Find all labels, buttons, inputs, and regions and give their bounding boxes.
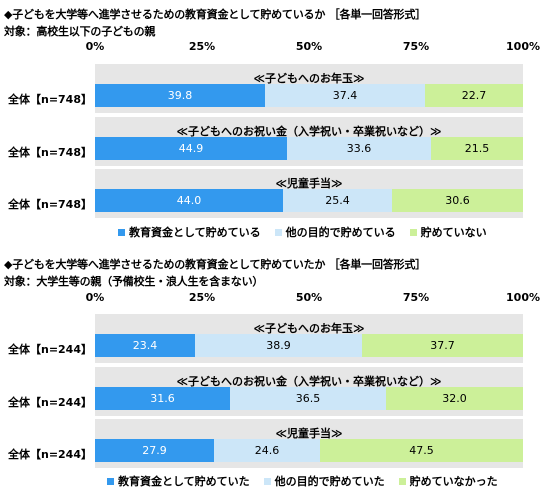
- row-panel: ≪子どもへのお年玉≫ 23.4 38.9 37.7: [95, 314, 523, 363]
- legend-item: 他の目的で貯めている: [274, 224, 396, 240]
- tick-label: 75%: [402, 291, 430, 304]
- bar-segment: 38.9: [195, 334, 362, 357]
- tick-label: 50%: [295, 291, 323, 304]
- tick-label: 25%: [188, 40, 216, 53]
- legend-swatch: [274, 228, 282, 236]
- legend-item: 貯めていない: [409, 224, 487, 240]
- bar-segment: 30.6: [392, 189, 523, 212]
- bar-segment: 39.8: [95, 84, 265, 107]
- legend-swatch: [409, 228, 417, 236]
- legend-label: 教育資金として貯めていた: [118, 475, 250, 488]
- bar-segment: 36.5: [230, 387, 386, 410]
- category-label: ≪子どもへのお祝い金（入学祝い・卒業祝いなど）≫: [176, 375, 442, 388]
- legend-item: 他の目的で貯めていた: [263, 473, 385, 489]
- chart-subtitle: 対象：大学生等の親（予備校生・浪人生を含まない）: [4, 275, 264, 288]
- legend-swatch: [107, 477, 114, 485]
- legend-label: 貯めていない: [420, 226, 487, 239]
- row-label: 全体【n=748】: [7, 198, 92, 211]
- legend-label: 他の目的で貯めている: [285, 226, 396, 239]
- legend-label: 貯めていなかった: [409, 475, 498, 488]
- legend-swatch: [118, 228, 125, 236]
- legend-label: 教育資金として貯めている: [129, 226, 261, 239]
- bar-segment: 33.6: [287, 137, 431, 160]
- legend-swatch: [398, 477, 406, 485]
- chart-title: ◆子どもを大学等へ進学させるための教育資金として貯めているか ［各単一回答形式］: [4, 8, 426, 21]
- bar-segment: 44.0: [95, 189, 283, 212]
- bar-segment: 21.5: [431, 137, 523, 160]
- tick-label: 100%: [506, 291, 540, 304]
- bar-segment: 22.7: [425, 84, 523, 107]
- row-label: 全体【n=748】: [7, 93, 92, 106]
- legend: 教育資金として貯めていた 他の目的で貯めていた 貯めていなかった: [107, 473, 512, 489]
- bar-segment: 23.4: [95, 334, 195, 357]
- tick-label: 75%: [402, 40, 430, 53]
- bar-segment: 27.9: [95, 439, 214, 462]
- row-panel: ≪児童手当≫ 44.0 25.4 30.6: [95, 169, 523, 218]
- category-label: ≪児童手当≫: [275, 177, 343, 190]
- tick-label: 0%: [85, 40, 105, 53]
- row-panel: ≪子どもへのお祝い金（入学祝い・卒業祝いなど）≫ 44.9 33.6 21.5: [95, 117, 523, 166]
- tick-label: 100%: [506, 40, 540, 53]
- tick-label: 0%: [85, 291, 105, 304]
- row-panel: ≪子どもへのお年玉≫ 39.8 37.4 22.7: [95, 64, 523, 113]
- bar-segment: 24.6: [214, 439, 320, 462]
- row-panel: ≪子どもへのお祝い金（入学祝い・卒業祝いなど）≫ 31.6 36.5 32.0: [95, 367, 523, 416]
- row-label: 全体【n=244】: [7, 396, 92, 409]
- category-label: ≪子どもへのお年玉≫: [253, 72, 365, 85]
- legend-item: 教育資金として貯めていた: [107, 473, 250, 489]
- row-label: 全体【n=748】: [7, 146, 92, 159]
- legend-item: 貯めていなかった: [398, 473, 498, 489]
- chart-subtitle: 対象：高校生以下の子どもの親: [4, 25, 156, 38]
- row-label: 全体【n=244】: [7, 343, 92, 356]
- legend-label: 他の目的で貯めていた: [274, 475, 385, 488]
- bar-segment: 37.7: [362, 334, 523, 357]
- row-label: 全体【n=244】: [7, 448, 92, 461]
- legend-item: 教育資金として貯めている: [118, 224, 261, 240]
- bar-segment: 25.4: [283, 189, 392, 212]
- bar-segment: 31.6: [95, 387, 230, 410]
- bar-segment: 37.4: [265, 84, 425, 107]
- bar-segment: 44.9: [95, 137, 287, 160]
- legend-swatch: [263, 477, 271, 485]
- tick-label: 25%: [188, 291, 216, 304]
- category-label: ≪児童手当≫: [275, 427, 343, 440]
- row-panel: ≪児童手当≫ 27.9 24.6 47.5: [95, 419, 523, 468]
- bar-segment: 47.5: [320, 439, 523, 462]
- chart-title: ◆子どもを大学等へ進学させるための教育資金として貯めていたか ［各単一回答形式］: [4, 258, 426, 271]
- category-label: ≪子どもへのお祝い金（入学祝い・卒業祝いなど）≫: [176, 125, 442, 138]
- bar-segment: 32.0: [386, 387, 523, 410]
- category-label: ≪子どもへのお年玉≫: [253, 322, 365, 335]
- tick-label: 50%: [295, 40, 323, 53]
- legend: 教育資金として貯めている 他の目的で貯めている 貯めていない: [118, 224, 501, 240]
